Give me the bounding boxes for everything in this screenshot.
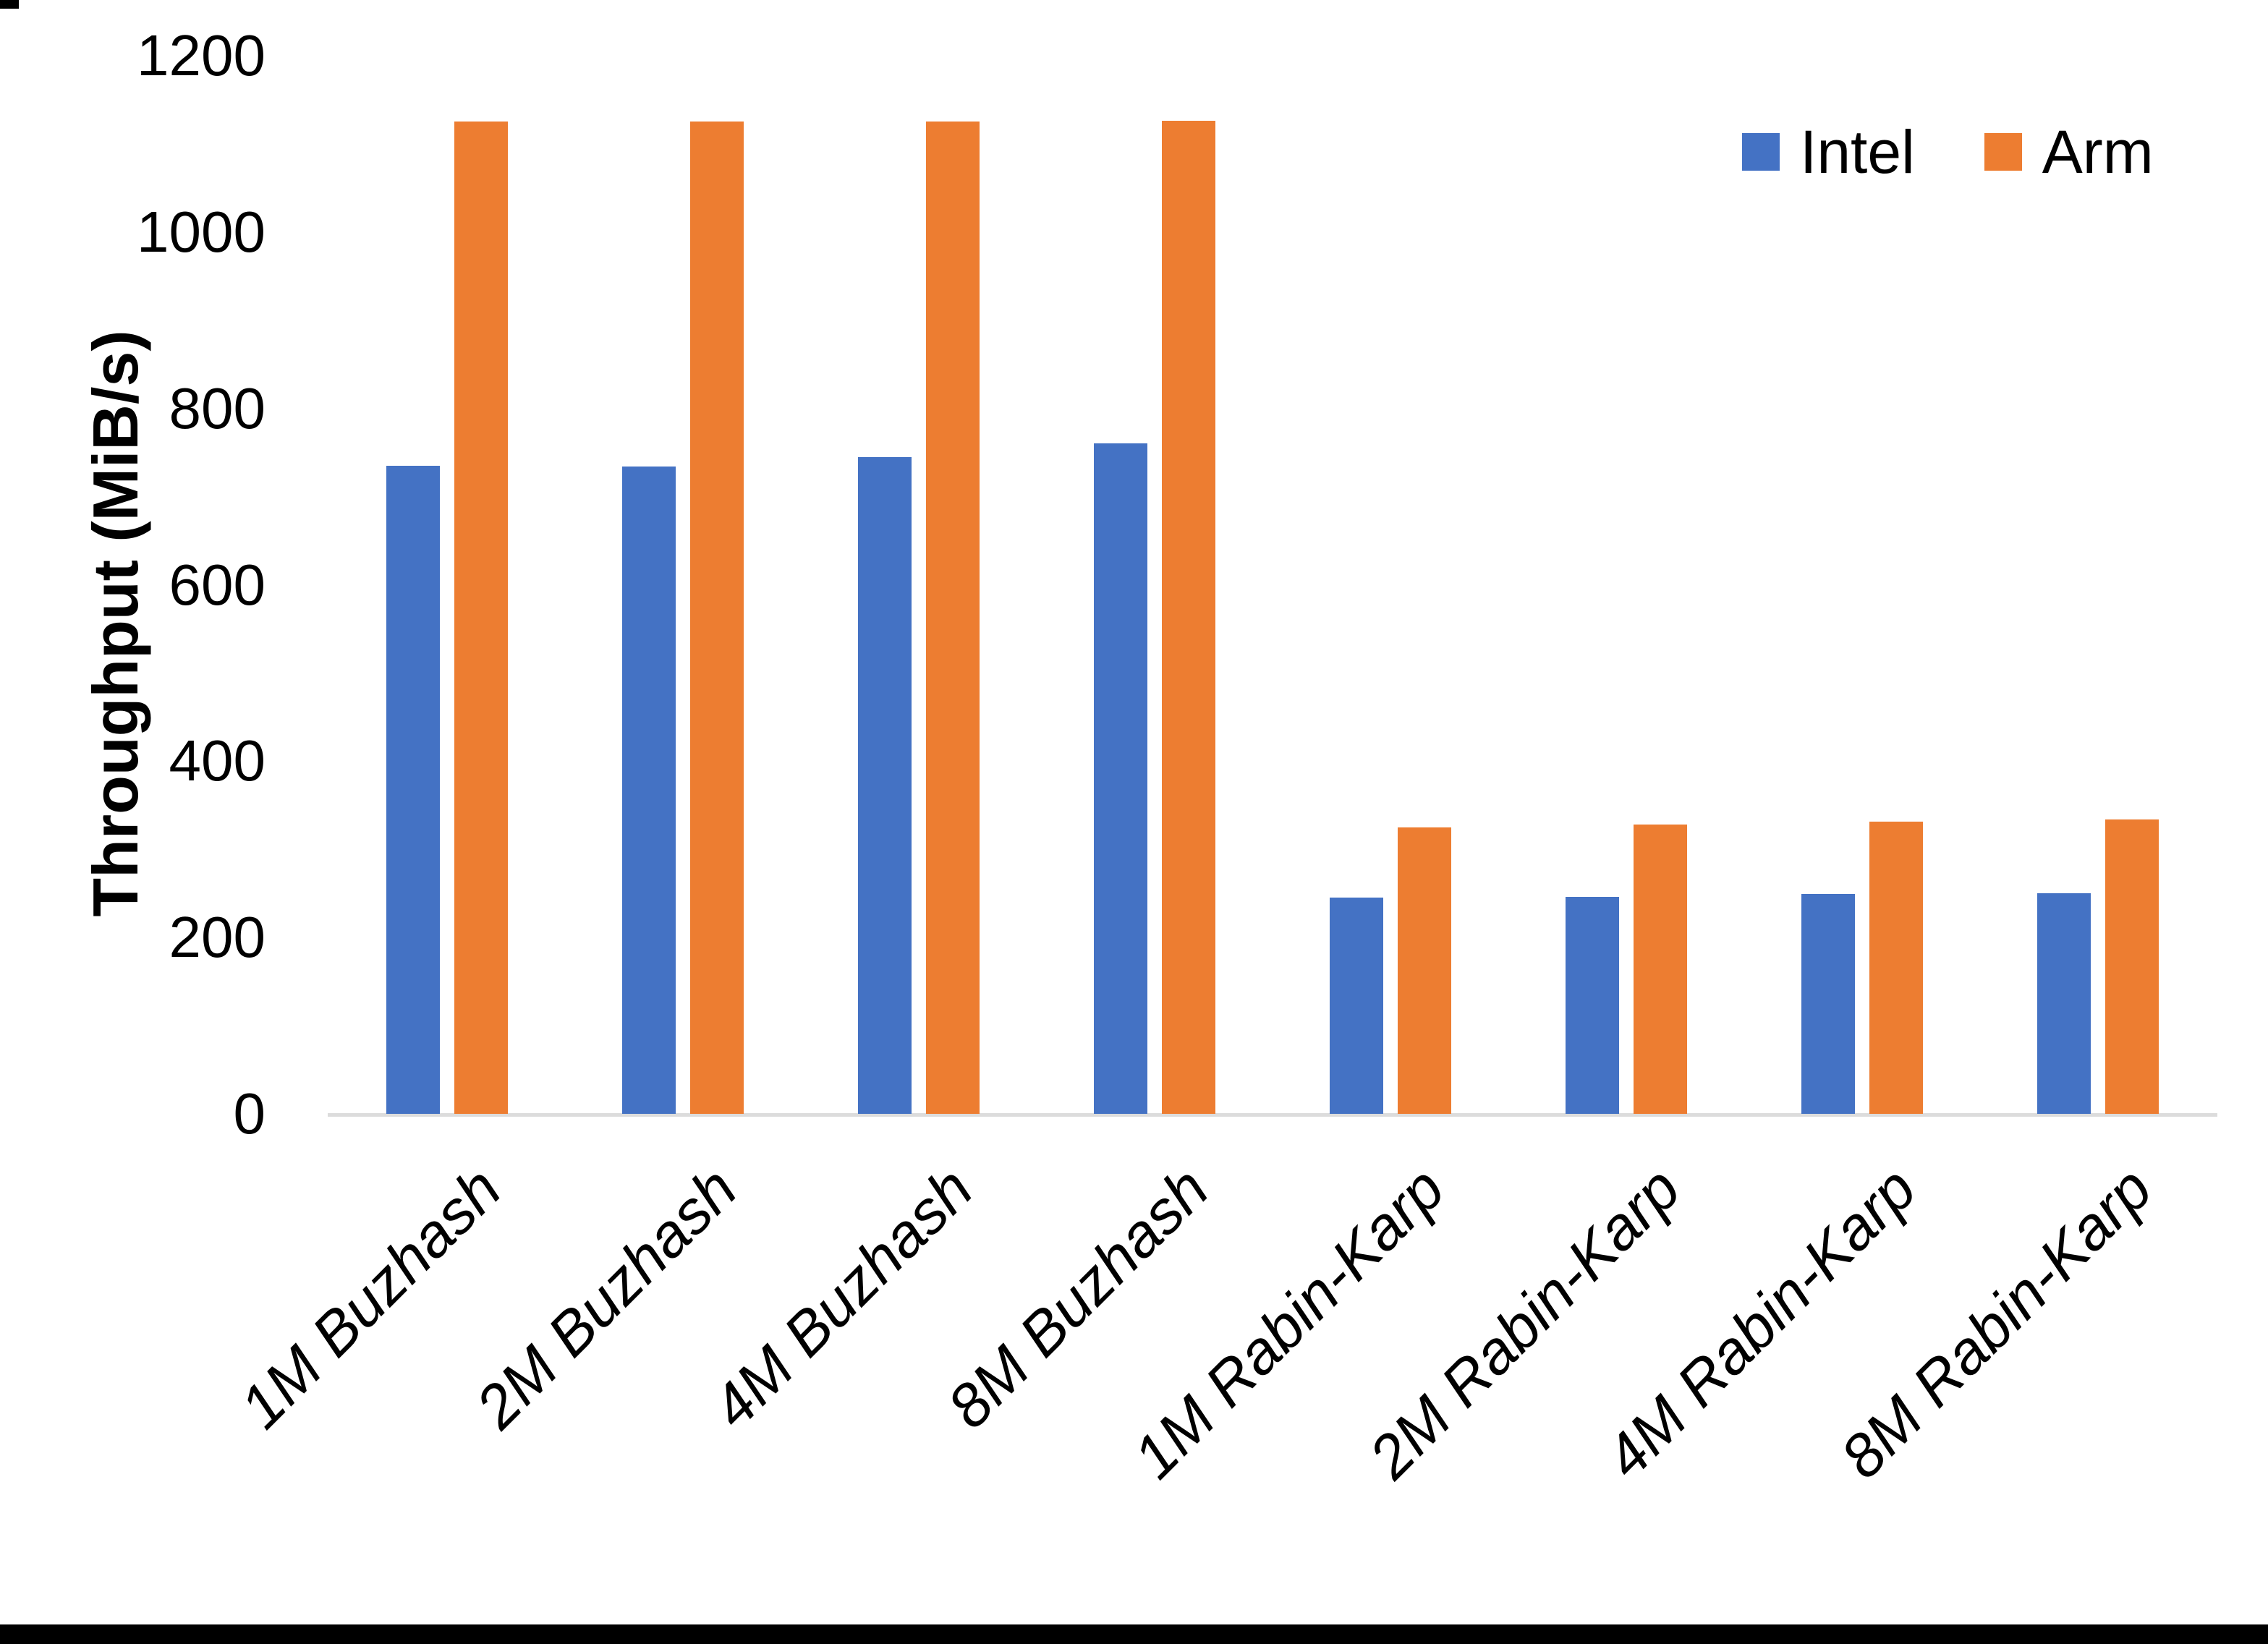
bar-intel-7: [1801, 894, 1855, 1114]
legend-label-arm: Arm: [2042, 118, 2154, 186]
bar-arm-8: [2105, 819, 2159, 1114]
bar-intel-3: [858, 456, 912, 1114]
bar-arm-6: [1634, 825, 1687, 1114]
bar-intel-1: [386, 465, 440, 1114]
bar-intel-2: [622, 467, 676, 1114]
legend-label-intel: Intel: [1800, 118, 1915, 186]
bar-group: [1980, 56, 2216, 1114]
bar-arm-3: [926, 122, 980, 1114]
bar-group: [565, 56, 801, 1114]
bottom-border-bar: [0, 1624, 2268, 1644]
bar-intel-6: [1566, 897, 1619, 1114]
plot-area: [329, 56, 2216, 1114]
bar-group: [329, 56, 565, 1114]
bar-intel-8: [2037, 893, 2091, 1114]
legend-item-arm: Arm: [1984, 122, 2154, 182]
bar-arm-1: [454, 122, 508, 1114]
bar-group: [1037, 56, 1273, 1114]
bar-intel-5: [1330, 898, 1383, 1114]
legend-item-intel: Intel: [1742, 122, 1915, 182]
bar-arm-5: [1398, 827, 1451, 1114]
y-tick-label: 200: [169, 905, 266, 970]
y-tick-label: 0: [233, 1081, 266, 1146]
bar-group: [801, 56, 1037, 1114]
bar-group: [1273, 56, 1508, 1114]
bar-intel-4: [1094, 443, 1147, 1114]
legend-swatch-intel: [1742, 133, 1780, 171]
legend: Intel Arm: [1742, 122, 2154, 182]
top-left-border-mark: [0, 0, 19, 9]
bar-arm-7: [1869, 822, 1923, 1114]
x-axis-line: [328, 1113, 2217, 1117]
bar-arm-2: [690, 122, 744, 1114]
bar-arm-4: [1162, 121, 1215, 1114]
y-tick-label: 800: [169, 375, 266, 440]
bar-group: [1744, 56, 1980, 1114]
legend-swatch-arm: [1984, 133, 2022, 171]
y-tick-label: 1000: [137, 199, 266, 264]
y-tick-label: 600: [169, 552, 266, 617]
bar-group: [1508, 56, 1744, 1114]
y-tick-label: 400: [169, 728, 266, 793]
y-tick-label: 1200: [137, 23, 266, 88]
